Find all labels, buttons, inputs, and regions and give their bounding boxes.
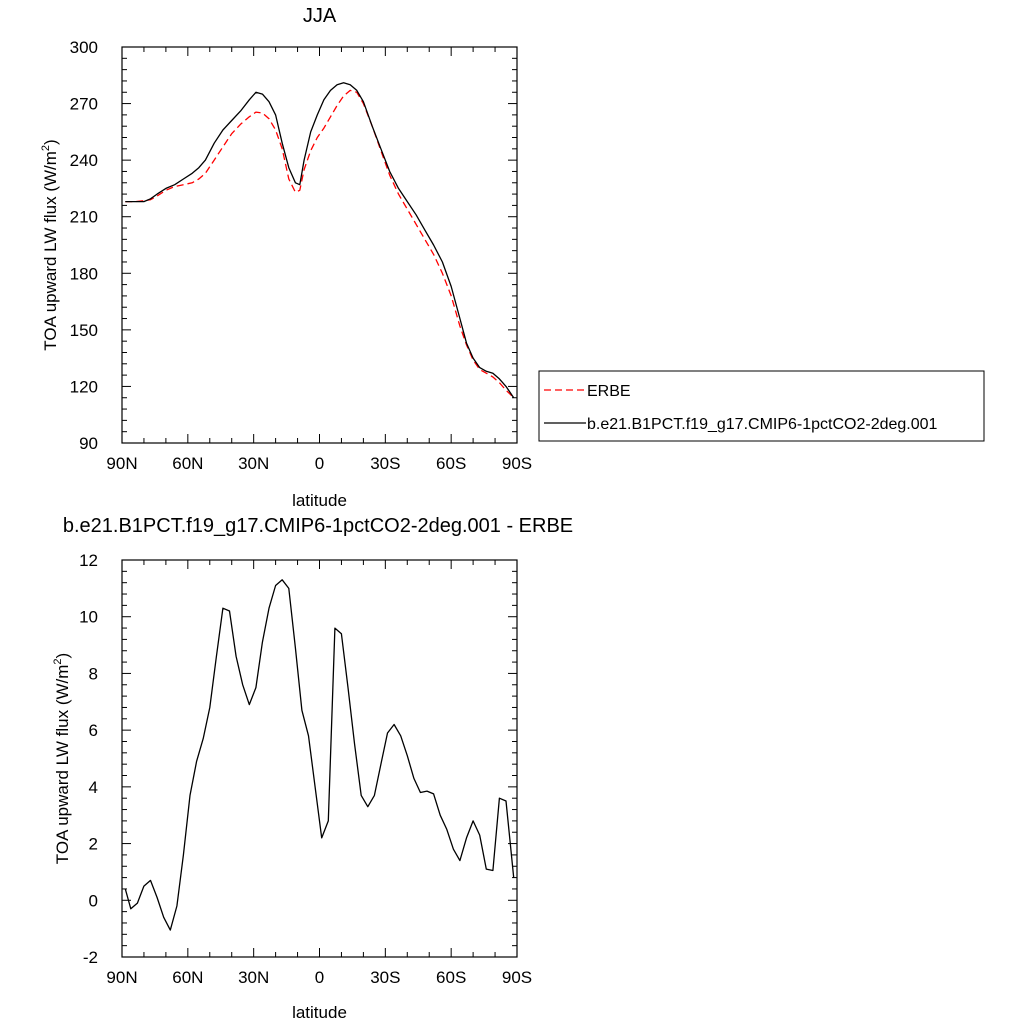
x-tick-label: 0	[315, 968, 324, 987]
y-tick-label: 6	[89, 721, 98, 740]
x-tick-label: 90S	[502, 454, 532, 473]
y-tick-label: 4	[89, 778, 98, 797]
x-tick-label: 90S	[502, 968, 532, 987]
y-tick-label: 2	[89, 835, 98, 854]
y-tick-label: 270	[70, 95, 98, 114]
x-axis-label: latitude	[292, 1003, 347, 1022]
x-tick-label: 60S	[436, 968, 466, 987]
x-tick-label: 60N	[172, 454, 203, 473]
y-tick-label: 90	[79, 434, 98, 453]
y-tick-label: 10	[79, 608, 98, 627]
y-tick-label: 240	[70, 151, 98, 170]
chart-title: JJA	[303, 5, 337, 27]
x-tick-label: 90N	[106, 454, 137, 473]
plot-frame	[121, 559, 518, 958]
x-tick-label: 30S	[370, 454, 400, 473]
series-line-2	[125, 82, 515, 399]
x-tick-label: 60N	[172, 968, 203, 987]
y-axis-label-main: TOA upward LW flux (W/m	[53, 665, 72, 865]
x-tick-label: 30N	[238, 454, 269, 473]
y-tick-label: 0	[89, 891, 98, 910]
y-tick-label: 120	[70, 377, 98, 396]
x-tick-label: 30S	[370, 968, 400, 987]
y-axis-label-main: TOA upward LW flux (W/m	[41, 151, 60, 351]
y-axis-label: TOA upward LW flux (W/m2)	[52, 653, 72, 864]
series-line-1	[125, 89, 515, 399]
y-tick-label: -2	[83, 948, 98, 967]
legend: ERBE b.e21.B1PCT.f19_g17.CMIP6-1pctCO2-2d…	[538, 370, 985, 442]
legend-label-2: b.e21.B1PCT.f19_g17.CMIP6-1pctCO2-2deg.0…	[587, 416, 938, 433]
x-tick-label: 0	[315, 454, 324, 473]
legend-box	[538, 370, 985, 442]
x-axis-label: latitude	[292, 491, 347, 510]
y-tick-label: 150	[70, 321, 98, 340]
chart-title: b.e21.B1PCT.f19_g17.CMIP6-1pctCO2-2deg.0…	[63, 515, 573, 537]
legend-label-1: ERBE	[587, 383, 631, 400]
y-axis-label: TOA upward LW flux (W/m2)	[40, 139, 60, 350]
y-axis-label-end: )	[41, 139, 60, 145]
y-axis-label-end: )	[53, 653, 72, 659]
x-tick-label: 60S	[436, 454, 466, 473]
y-tick-label: 180	[70, 264, 98, 283]
x-tick-label: 90N	[106, 968, 137, 987]
y-tick-label: 210	[70, 208, 98, 227]
y-tick-label: 12	[79, 551, 98, 570]
plot-frame	[121, 46, 518, 444]
y-tick-label: 300	[70, 38, 98, 57]
series-line-1	[124, 579, 515, 931]
chart-panel-1: 90N 60N 30N 0 30S 60S 90S 90 120 150 180 210 240 270 3…	[40, 5, 985, 510]
chart-panel-2: 90N 60N 30N 0 30S 60S 90S -2 0 2 4 6 8 10 12 b.e21.B1PC…	[52, 515, 573, 1022]
x-tick-label: 30N	[238, 968, 269, 987]
y-tick-label: 8	[89, 664, 98, 683]
y-axis-label-sup: 2	[52, 658, 64, 664]
y-axis-label-sup: 2	[40, 145, 52, 151]
